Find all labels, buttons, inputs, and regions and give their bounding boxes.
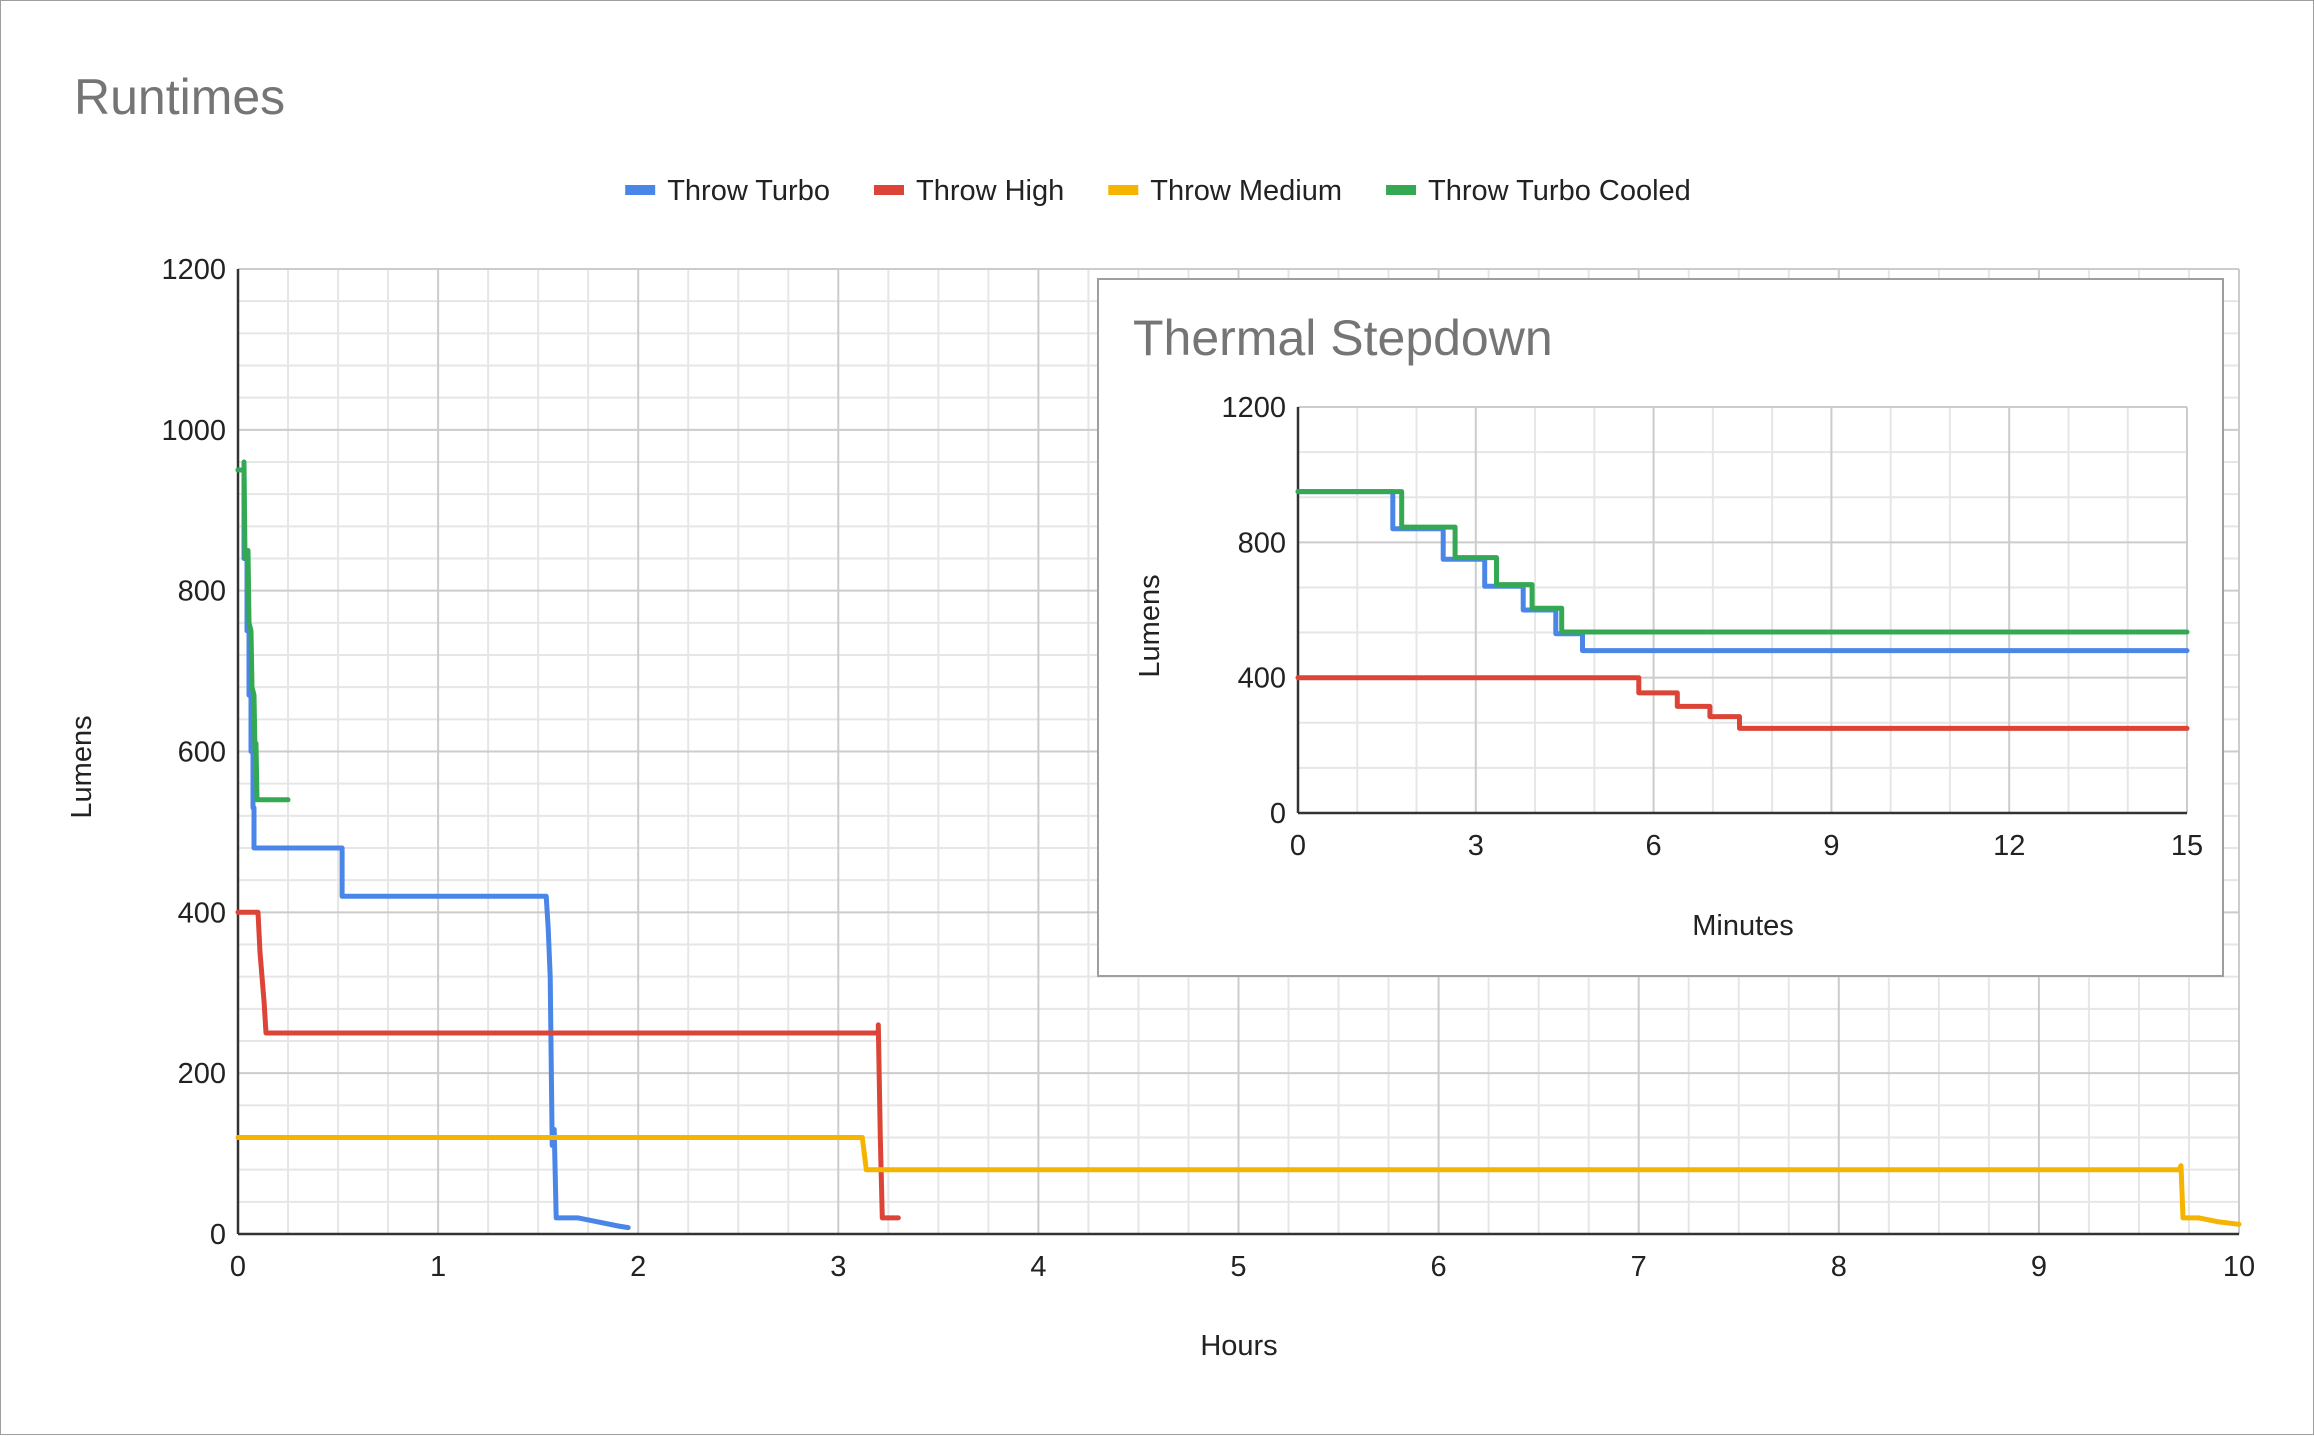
x-axis-label: Hours — [1200, 1330, 1277, 1362]
x-tick-label: 7 — [1631, 1251, 1647, 1283]
inset-x-tick-labels: 0 3 6 9 12 15 — [1290, 830, 2203, 862]
inset-series-lines — [1295, 489, 2190, 731]
x-tick-label: 0 — [1290, 830, 1306, 862]
x-tick-label: 2 — [630, 1251, 646, 1283]
y-tick-label: 400 — [178, 897, 226, 929]
legend: Throw Turbo Throw High Throw Medium Throw T… — [625, 175, 1691, 207]
inset-chart: Thermal Stepdown 0 400 800 1200 0 3 6 9 12 15 Lu… — [1097, 278, 2224, 977]
main-y-tick-labels: 0 200 400 600 800 1000 1200 — [161, 254, 226, 1251]
x-tick-label: 8 — [1831, 1251, 1847, 1283]
legend-label-throw-medium: Throw Medium — [1150, 175, 1342, 207]
inset-title: Thermal Stepdown — [1133, 310, 1553, 366]
y-tick-label: 0 — [210, 1219, 226, 1251]
y-tick-label: 800 — [178, 576, 226, 608]
y-tick-label: 400 — [1238, 663, 1286, 695]
y-tick-label: 0 — [1270, 798, 1286, 830]
series-line-throw-turbo-cooled — [1295, 489, 2190, 635]
y-tick-label: 1000 — [161, 415, 226, 447]
x-tick-label: 3 — [830, 1251, 846, 1283]
legend-swatch-throw-medium — [1108, 185, 1139, 195]
x-tick-label: 9 — [1823, 830, 1839, 862]
y-tick-label: 200 — [178, 1058, 226, 1090]
legend-swatch-throw-high — [873, 185, 904, 195]
y-tick-label: 1200 — [1221, 392, 1286, 424]
inset-y-tick-labels: 0 400 800 1200 — [1221, 392, 1286, 830]
series-line-throw-high — [235, 909, 901, 1221]
x-tick-label: 10 — [2223, 1251, 2255, 1283]
x-tick-label: 5 — [1230, 1251, 1246, 1283]
main-x-tick-labels: 0 1 2 3 4 5 6 7 8 9 10 — [230, 1251, 2255, 1283]
x-tick-label: 9 — [2031, 1251, 2047, 1283]
x-tick-label: 6 — [1431, 1251, 1447, 1283]
x-tick-label: 15 — [2171, 830, 2203, 862]
y-axis-label: Lumens — [66, 715, 98, 818]
x-tick-label: 0 — [230, 1251, 246, 1283]
y-tick-label: 600 — [178, 737, 226, 769]
inset-x-axis-label: Minutes — [1692, 910, 1794, 942]
series-line-throw-high — [1295, 675, 2190, 731]
x-tick-label: 6 — [1646, 830, 1662, 862]
legend-label-throw-turbo-cooled: Throw Turbo Cooled — [1428, 175, 1691, 207]
chart-title: Runtimes — [74, 69, 285, 125]
inset-gridlines — [1296, 406, 2188, 815]
x-tick-label: 3 — [1468, 830, 1484, 862]
y-tick-label: 1200 — [161, 254, 226, 286]
series-line-throw-turbo — [235, 467, 631, 1231]
y-tick-label: 800 — [1238, 527, 1286, 559]
x-tick-label: 12 — [1993, 830, 2025, 862]
x-tick-label: 1 — [430, 1251, 446, 1283]
inset-frame — [1097, 278, 2224, 977]
legend-swatch-throw-turbo — [625, 185, 656, 195]
series-line-throw-turbo-cooled — [235, 459, 291, 803]
legend-label-throw-high: Throw High — [916, 175, 1064, 207]
x-tick-label: 4 — [1030, 1251, 1046, 1283]
inset-y-axis-label: Lumens — [1134, 574, 1166, 677]
legend-swatch-throw-turbo-cooled — [1386, 185, 1417, 195]
series-line-throw-medium — [235, 1135, 2242, 1227]
legend-label-throw-turbo: Throw Turbo — [667, 175, 830, 207]
main-series-lines — [235, 459, 2242, 1231]
